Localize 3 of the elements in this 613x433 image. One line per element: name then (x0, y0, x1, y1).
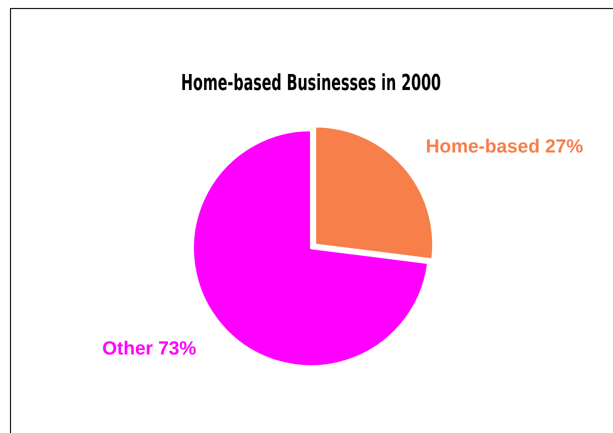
chart-title: Home-based Businesses in 2000 (181, 70, 442, 96)
slice-label: Other 73% (102, 338, 196, 360)
slice-label: Home-based 27% (426, 136, 584, 158)
